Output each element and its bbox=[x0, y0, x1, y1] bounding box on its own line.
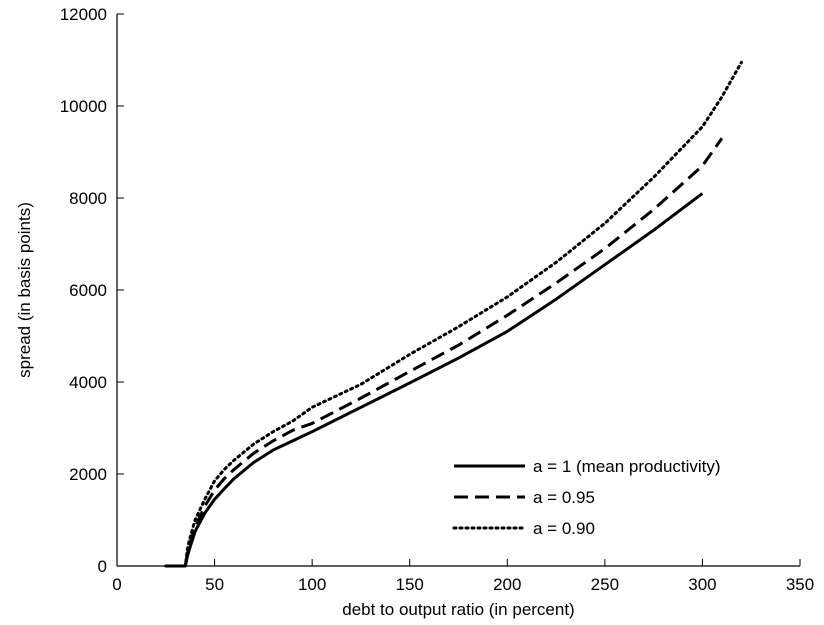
x-tick-label: 300 bbox=[688, 575, 716, 594]
legend: a = 1 (mean productivity) a = 0.95 a = 0… bbox=[452, 457, 721, 538]
x-axis-ticks: 0 50 100 150 200 250 300 350 bbox=[112, 559, 814, 594]
y-tick-label: 0 bbox=[98, 557, 107, 576]
y-tick-label: 2000 bbox=[69, 465, 107, 484]
x-tick-label: 50 bbox=[205, 575, 224, 594]
legend-label-a-090: a = 0.90 bbox=[533, 519, 595, 538]
x-tick-label: 350 bbox=[786, 575, 814, 594]
y-axis-ticks: 0 2000 4000 6000 8000 10000 12000 bbox=[60, 5, 124, 576]
series-line-1 bbox=[165, 137, 724, 568]
x-tick-label: 200 bbox=[493, 575, 521, 594]
x-tick-label: 250 bbox=[591, 575, 619, 594]
x-axis-label: debt to output ratio (in percent) bbox=[342, 600, 574, 619]
y-tick-label: 12000 bbox=[60, 5, 107, 24]
x-tick-label: 150 bbox=[396, 575, 424, 594]
series-line-2 bbox=[164, 60, 743, 568]
x-tick-label: 100 bbox=[298, 575, 326, 594]
y-axis-label: spread (in basis points) bbox=[15, 202, 34, 378]
y-tick-label: 10000 bbox=[60, 97, 107, 116]
series-line-0 bbox=[165, 192, 704, 568]
y-tick-label: 8000 bbox=[69, 189, 107, 208]
x-tick-label: 0 bbox=[112, 575, 121, 594]
y-tick-label: 4000 bbox=[69, 373, 107, 392]
y-tick-label: 6000 bbox=[69, 281, 107, 300]
legend-label-mean-productivity: a = 1 (mean productivity) bbox=[533, 457, 721, 476]
plot-area bbox=[164, 60, 743, 568]
legend-label-a-095: a = 0.95 bbox=[533, 488, 595, 507]
